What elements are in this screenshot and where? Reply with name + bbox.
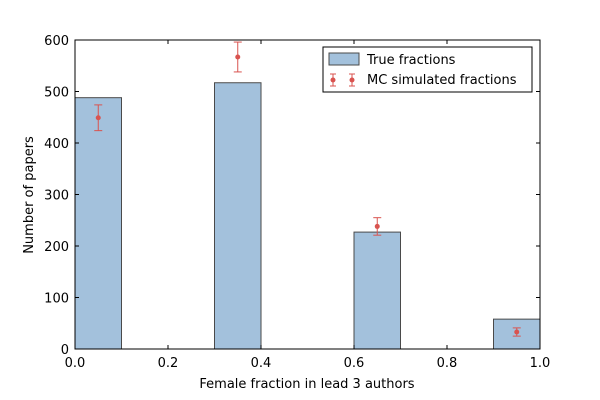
y-tick-label-1: 100 [44,292,69,307]
x-tick-label-3: 0.6 [344,356,365,371]
y-tick-label-5: 500 [44,86,69,101]
legend-swatch-true-fractions [328,52,360,66]
y-tick-label-6: 600 [44,34,69,49]
errorbar-2 [373,217,382,236]
legend: True fractions MC simulated fractions [322,46,533,93]
bar-2 [353,231,401,350]
legend-label-mc-simulated: MC simulated fractions [367,73,517,88]
x-tick-label-2: 0.4 [251,356,272,371]
legend-errorbar-glyph-1 [349,73,355,87]
y-tick-label-0: 0 [61,343,69,358]
x-tick-label-1: 0.2 [158,356,179,371]
data-point-2 [374,223,380,229]
legend-label-true-fractions: True fractions [366,53,456,68]
bars-layer [74,82,541,350]
y-axis-label: Number of papers [22,136,37,254]
legend-marker-1 [349,77,355,83]
data-point-0 [95,115,101,121]
legend-marker-0 [330,77,336,83]
x-tick-label-4: 0.8 [437,356,458,371]
errorbar-3 [512,327,521,337]
errorbar-1 [233,41,242,73]
y-tick-label-2: 200 [44,240,69,255]
bar-0 [74,97,122,350]
data-point-3 [514,329,520,335]
errorbars-layer [94,41,521,337]
y-tick-label-4: 400 [44,137,69,152]
y-tick-label-3: 300 [44,189,69,204]
legend-errorbar-glyph-0 [330,73,336,87]
bar-1 [214,82,262,350]
errorbar-0 [94,104,103,132]
legend-swatch-mc-simulated [330,73,355,87]
x-tick-label-5: 1.0 [530,356,551,371]
data-point-1 [235,54,241,60]
ticks-layer: 0.0 0.2 0.4 0.6 0.8 1.0 0 100 200 300 400 500 600 [44,34,550,371]
x-tick-label-0: 0.0 [65,356,86,371]
x-axis-label: Female fraction in lead 3 authors [199,377,414,392]
